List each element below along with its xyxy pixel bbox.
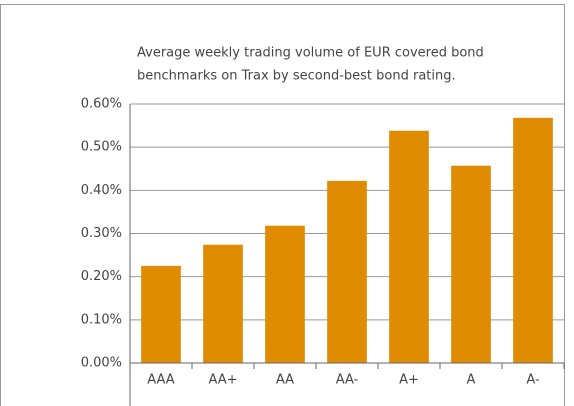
x-tick-label: A xyxy=(467,373,476,388)
chart-frame xyxy=(0,4,565,406)
bar xyxy=(451,165,491,363)
y-tick-label: 0.20% xyxy=(81,269,122,284)
x-tick-label: AA xyxy=(276,373,294,388)
y-tick-label: 0.30% xyxy=(81,226,122,241)
chart-title-line: Average weekly trading volume of EUR cov… xyxy=(137,46,484,61)
bar xyxy=(203,244,243,363)
bar xyxy=(327,180,367,363)
x-tick-label: AA- xyxy=(336,373,359,388)
y-tick-label: 0.60% xyxy=(81,97,122,112)
bar xyxy=(389,130,429,363)
bar xyxy=(513,117,553,364)
y-tick-label: 0.40% xyxy=(81,183,122,198)
bar xyxy=(141,265,181,363)
x-tick-label: A- xyxy=(526,373,540,388)
bar xyxy=(265,225,305,363)
chart-title-line: benchmarks on Trax by second-best bond r… xyxy=(137,69,456,84)
x-tick-label: AAA xyxy=(147,373,175,388)
y-tick-label: 0.10% xyxy=(81,312,122,327)
y-tick-label: 0.00% xyxy=(81,356,122,371)
x-tick-label: A+ xyxy=(399,373,419,388)
y-tick-label: 0.50% xyxy=(81,140,122,155)
x-tick-label: AA+ xyxy=(208,373,237,388)
